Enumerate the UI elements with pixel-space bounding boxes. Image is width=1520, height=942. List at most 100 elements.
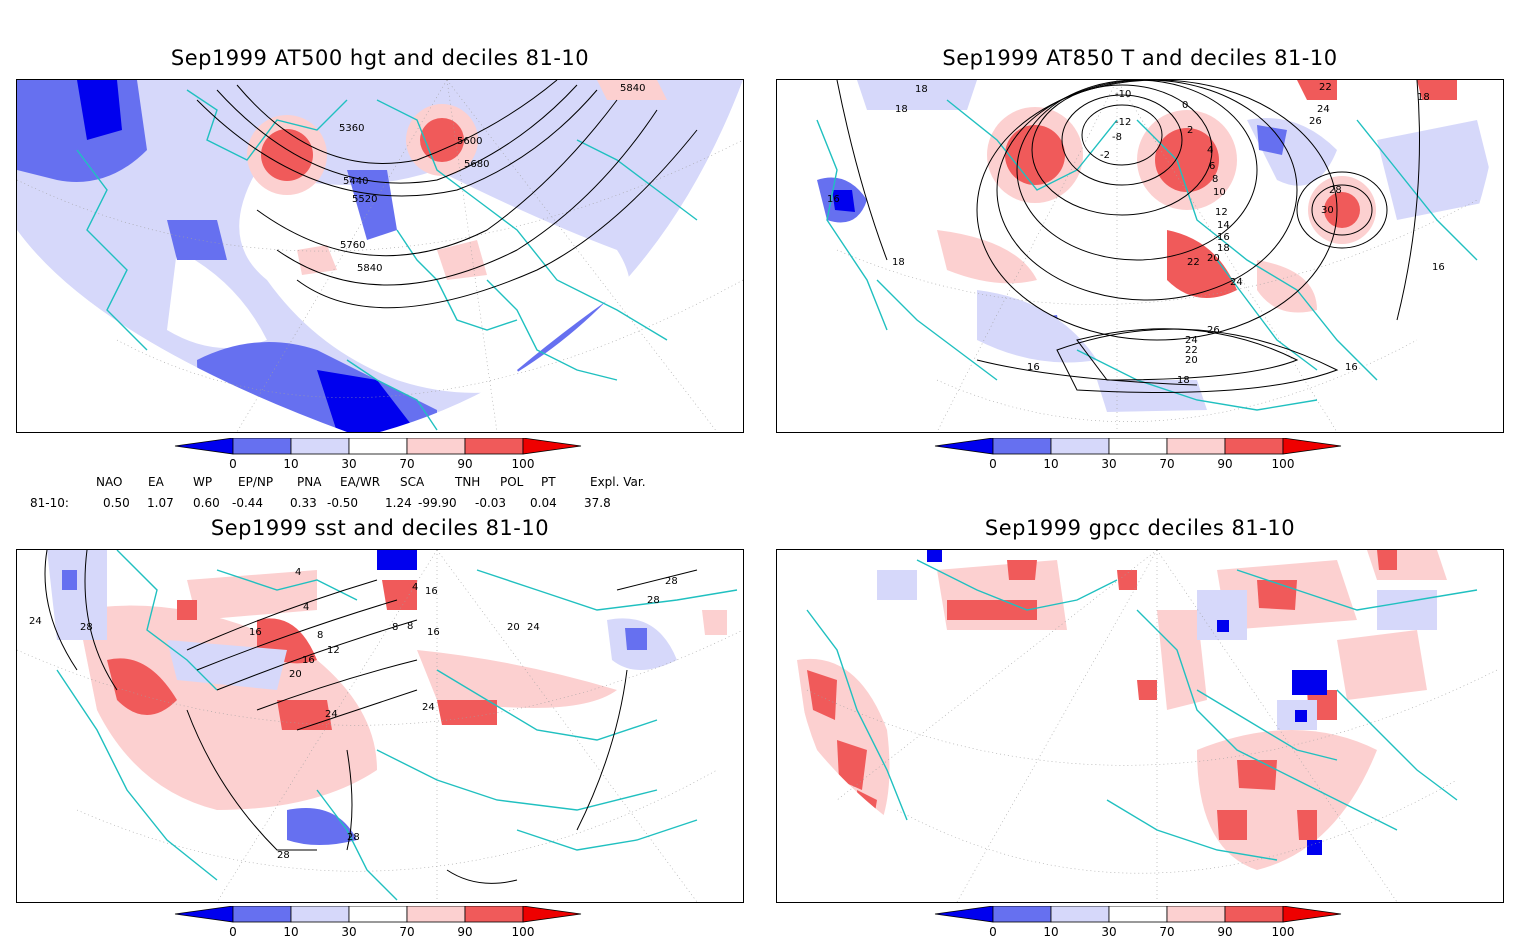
positive-anomaly-5 (597, 80, 667, 100)
contour-label: 16 (302, 655, 315, 666)
index-value: 0.50 (103, 496, 130, 510)
contour-label: 5440 (343, 176, 368, 187)
positive-anomaly-core-6 (177, 600, 197, 620)
contour-label: 16 (427, 627, 440, 638)
contour-label: 28 (80, 622, 93, 633)
graticule (806, 550, 1498, 902)
index-header: PNA (297, 475, 322, 489)
outside-domain (17, 690, 317, 902)
colorbar-seg (174, 438, 234, 455)
contour-label: 4 (303, 602, 309, 613)
contour-label: 16 (1027, 362, 1040, 373)
negative-anomaly-3 (287, 808, 357, 845)
colorbar-tick: 90 (1217, 925, 1232, 939)
positive-anomaly-4 (1167, 230, 1237, 298)
contour-label: 20 (1207, 253, 1220, 264)
index-value: -99.90 (418, 496, 457, 510)
colorbar-tick: 30 (1101, 457, 1116, 471)
colorbar-tick: 0 (989, 925, 997, 939)
colorbar-seg (522, 906, 582, 923)
colorbar-tick: 10 (283, 925, 298, 939)
colorbar-3: 0 10 30 70 90 100 (174, 906, 582, 939)
index-value: 1.07 (147, 496, 174, 510)
index-header: PT (541, 475, 556, 489)
colorbar-tick: 90 (457, 457, 472, 471)
strong-negative-south (317, 370, 417, 432)
positive-anomaly-east (417, 650, 617, 708)
contour-label: 4 (295, 567, 301, 578)
positive-anomaly-core-5 (382, 580, 417, 610)
index-value: 0.33 (290, 496, 317, 510)
colorbar-tick: 30 (341, 457, 356, 471)
coastlines (56, 550, 738, 901)
contour-label: 5680 (464, 159, 489, 170)
contour-label: 20 (507, 622, 520, 633)
negative-anomaly-mid (347, 170, 397, 240)
map-panel-gpcc (776, 549, 1504, 903)
contour-label: -12 (1115, 117, 1131, 128)
colorbar-tick: 70 (1159, 925, 1174, 939)
index-header: EA (148, 475, 164, 489)
colorbar-2: 0 10 30 70 90 100 (934, 438, 1342, 471)
colorbar-tick: 90 (457, 925, 472, 939)
colorbar-seg (290, 906, 350, 923)
contour-label: 28 (647, 595, 660, 606)
negative-anomaly-right (1377, 120, 1497, 220)
index-value: 37.8 (584, 496, 611, 510)
contour-label: 18 (895, 104, 908, 115)
colorbar-seg (406, 438, 466, 455)
negative-anomaly-lower (1097, 380, 1207, 412)
contour-label: 22 (1187, 257, 1200, 268)
precip-negative-strong (927, 550, 1327, 855)
contour-label: 8 (1212, 174, 1218, 185)
contour-label: 5840 (620, 83, 645, 94)
index-header: WP (193, 475, 213, 489)
colorbar-tick: 70 (399, 457, 414, 471)
colorbar-seg (1108, 438, 1168, 455)
positive-anomaly-7 (1297, 80, 1337, 100)
outside-domain-right (1317, 80, 1503, 432)
index-value: 1.24 (385, 496, 412, 510)
contour-label-group: 18 18 -10 -12 -8 -2 0 2 4 6 8 10 12 14 1… (827, 82, 1445, 386)
contour-label: 20 (1185, 355, 1198, 366)
negative-anomaly-north (857, 80, 977, 110)
outside-domain-right (477, 550, 743, 902)
colorbar-seg (1166, 438, 1226, 455)
contour-label: 18 (1177, 375, 1190, 386)
negative-anomaly-1 (47, 550, 107, 640)
colorbar-seg (464, 438, 524, 455)
colorbar-seg (934, 438, 994, 455)
outside-domain-right (380, 80, 743, 432)
strong-negative-west (77, 80, 122, 140)
contour-label: 30 (1321, 205, 1334, 216)
map-gpcc (777, 550, 1503, 902)
contour-label: 0 (1182, 100, 1188, 111)
colorbar-tick: 0 (229, 925, 237, 939)
panel-4-title: Sep1999 gpcc deciles 81-10 (984, 516, 1296, 540)
negative-anomaly-4-core (625, 628, 647, 650)
colorbar-seg (1282, 906, 1342, 923)
negative-anomaly-core (832, 190, 855, 212)
contour-label: -2 (1100, 150, 1110, 161)
colorbar-seg (174, 906, 234, 923)
colorbar-seg (232, 906, 292, 923)
contour-label: 14 (1217, 220, 1230, 231)
contour-label: 28 (277, 850, 290, 861)
contour-label: 16 (827, 194, 840, 205)
contour-label: 18 (1417, 92, 1430, 103)
contour-label-group: 24 28 4 8 12 16 20 24 24 28 28 28 20 24 … (29, 567, 678, 861)
colorbar-tick: 90 (1217, 457, 1232, 471)
colorbar-tick: 100 (512, 457, 535, 471)
outside-domain (777, 80, 1037, 432)
contour-label: 24 (527, 622, 540, 633)
colorbar-tick: 70 (1159, 457, 1174, 471)
contour-label: 6 (1209, 161, 1215, 172)
contour-label: 16 (249, 627, 262, 638)
colorbar-seg (232, 438, 292, 455)
panel-2-title: Sep1999 AT850 T and deciles 81-10 (942, 46, 1338, 70)
map-z500: 5840 5360 5600 5680 5440 5520 5760 5840 (17, 80, 743, 432)
contour-label: 24 (29, 616, 42, 627)
positive-anomaly-6 (1257, 260, 1317, 313)
contour-label: 8 (407, 621, 413, 632)
colorbar-tick: 10 (1043, 457, 1058, 471)
